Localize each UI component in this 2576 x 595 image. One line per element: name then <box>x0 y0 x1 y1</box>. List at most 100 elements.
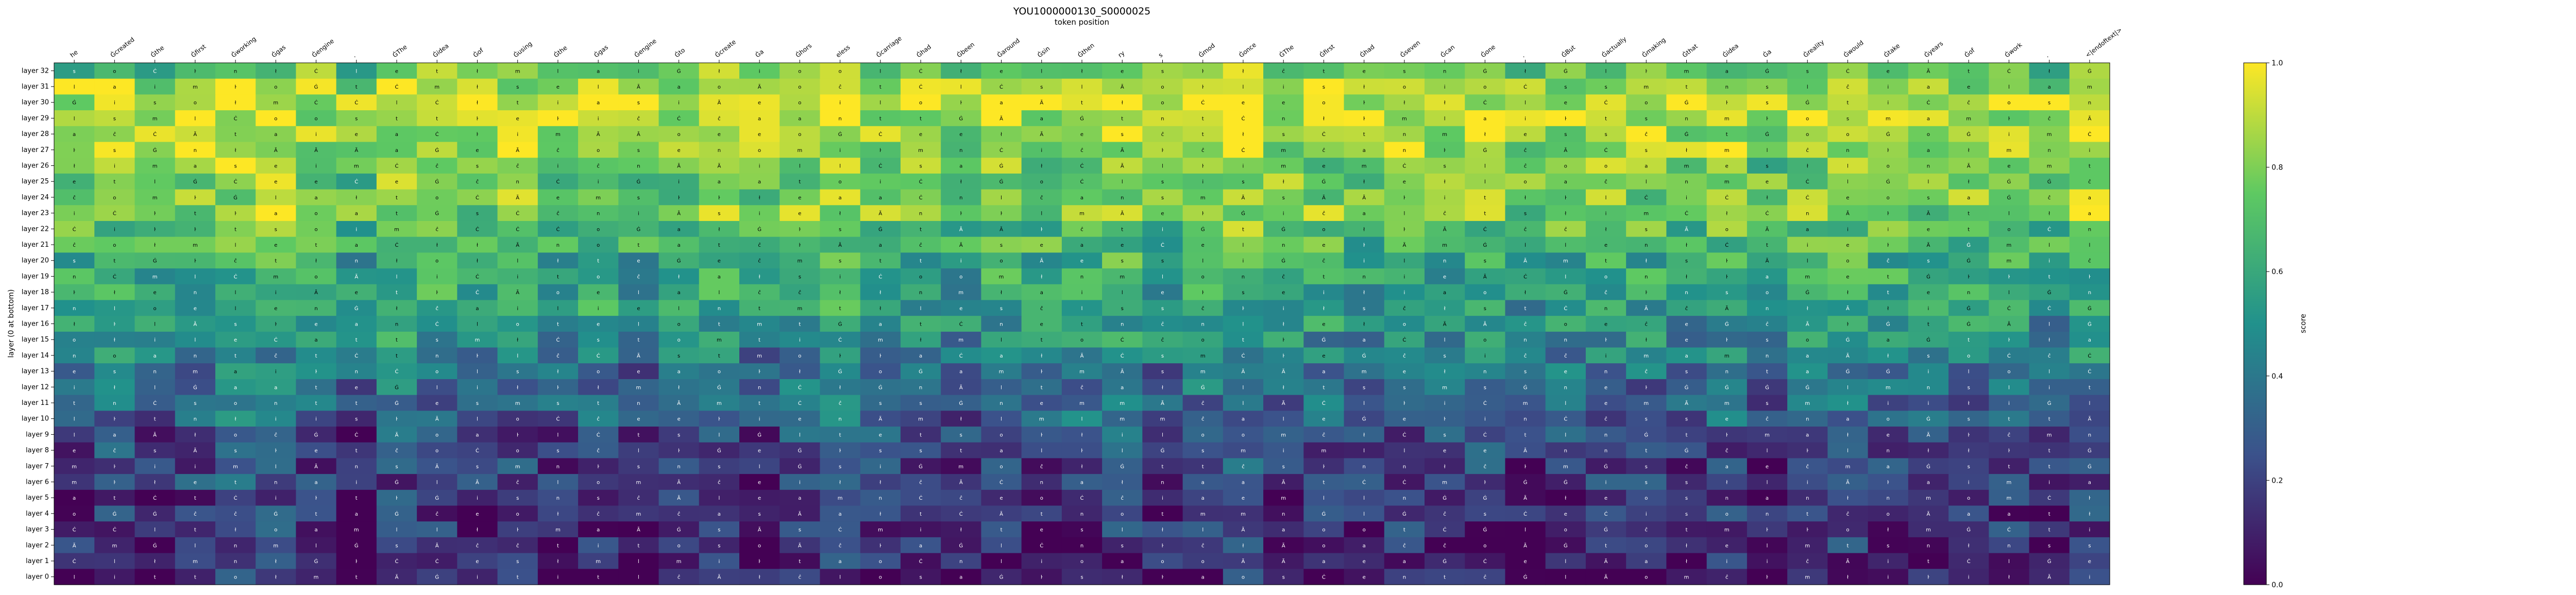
heatmap-cell <box>1706 331 1748 348</box>
x-tick-label: s <box>1157 51 1164 59</box>
cell-label: a <box>798 116 801 122</box>
cell-label: l <box>1363 401 1365 406</box>
cell-label: o <box>435 369 438 375</box>
cell-label: n <box>1161 116 1164 122</box>
cell-label: Ġ <box>1725 321 1729 328</box>
cell-label: Ã <box>1121 210 1124 217</box>
heatmap-cell <box>537 236 579 253</box>
heatmap-cell <box>336 110 377 127</box>
x-tick-label: Ġof <box>1962 45 1976 59</box>
cell-label: l <box>1202 528 1204 533</box>
cell-label: e <box>1322 164 1325 169</box>
cell-label: e <box>1927 290 1930 296</box>
heatmap-cell <box>1545 220 1586 237</box>
cell-label: ŀ <box>1041 432 1043 438</box>
heatmap-cell <box>2069 63 2110 79</box>
heatmap-cell <box>457 189 498 206</box>
cell-label: ĉ <box>556 147 560 154</box>
cell-label: i <box>477 575 478 581</box>
heatmap-cell <box>1747 110 1788 127</box>
heatmap-cell <box>981 173 1022 190</box>
x-tick-label: Ġhad <box>1358 42 1376 59</box>
cell-label: Ã <box>1483 273 1487 280</box>
cell-label: i <box>1403 290 1405 296</box>
cell-label: Ġ <box>435 574 439 581</box>
cell-label: i <box>355 227 357 232</box>
cell-label: m <box>72 480 77 485</box>
cell-label: m <box>193 84 198 90</box>
heatmap-cell <box>1223 142 1264 158</box>
cell-label: a <box>2088 211 2091 217</box>
cell-label: t <box>2008 464 2010 470</box>
cell-label: t <box>920 116 922 122</box>
cell-label: m <box>838 496 843 501</box>
heatmap-cell <box>2029 189 2070 206</box>
cell-label: o <box>1564 528 1567 533</box>
heatmap-cell <box>578 316 619 332</box>
heatmap-cell <box>94 268 135 285</box>
cell-label: s <box>1927 195 1929 201</box>
cell-label: n <box>1282 243 1285 248</box>
cell-label: ŀ <box>1887 243 1889 248</box>
cell-label: a <box>1564 179 1567 185</box>
cell-label: ŀ <box>2089 496 2091 501</box>
heatmap-cell <box>779 78 821 95</box>
cell-label: m <box>273 100 278 106</box>
heatmap-cell <box>54 347 95 364</box>
cell-label: l <box>1767 543 1768 549</box>
heatmap-cell <box>1223 189 1264 206</box>
cell-label: Ċ <box>1080 178 1084 185</box>
heatmap-cell <box>1948 110 1989 127</box>
cell-label: n <box>1040 480 1043 485</box>
cell-label: ł <box>1807 306 1808 312</box>
heatmap-cell <box>779 173 821 190</box>
heatmap-cell <box>618 78 659 95</box>
cell-label: Ġ <box>2088 305 2092 312</box>
cell-label: Ġ <box>1523 574 1528 581</box>
cell-label: o <box>1846 528 1849 533</box>
heatmap-cell <box>860 142 901 158</box>
heatmap-cell <box>941 94 982 111</box>
cell-label: ŀ <box>234 84 236 90</box>
heatmap-cell <box>1505 300 1546 316</box>
cell-label: e <box>1564 512 1567 517</box>
cell-label: ŀ <box>839 448 841 454</box>
cell-label: s <box>73 69 76 74</box>
heatmap-cell <box>336 94 377 111</box>
cell-label: ŀ <box>114 417 116 422</box>
cell-label: e <box>355 132 358 138</box>
heatmap-cell <box>1344 316 1385 332</box>
cell-label: Ã <box>717 574 721 581</box>
cell-label: ł <box>2089 512 2090 517</box>
heatmap-cell <box>1787 347 1828 364</box>
cell-label: t <box>2048 464 2050 470</box>
cell-label: n <box>637 401 640 406</box>
heatmap-cell <box>2069 94 2110 111</box>
x-tick-label: Ġidea <box>1721 41 1740 59</box>
heatmap-cell <box>1384 205 1425 222</box>
cell-label: a <box>2088 337 2091 343</box>
cell-label: e <box>1604 385 1607 390</box>
cell-label: ł <box>1847 290 1849 296</box>
cell-label: ĉ <box>1403 542 1406 549</box>
heatmap-cell <box>1061 300 1103 316</box>
cell-label: l <box>1081 417 1083 422</box>
cell-label: i <box>960 259 962 264</box>
y-tick-label: layer 5 <box>26 494 49 502</box>
heatmap-cell <box>1827 331 1869 348</box>
cell-label: s <box>73 259 76 264</box>
cell-label: Ċ <box>354 99 358 106</box>
heatmap-cell <box>658 316 700 332</box>
cell-label: ĉ <box>1323 258 1326 264</box>
cell-label: i <box>1847 227 1849 232</box>
cell-label: ŀ <box>517 432 519 438</box>
cell-label: a <box>355 211 358 217</box>
heatmap-cell <box>1102 110 1143 127</box>
cell-label: l <box>1847 164 1849 169</box>
cell-label: n <box>1725 84 1728 90</box>
cell-label: n <box>1967 290 1970 296</box>
heatmap-cell <box>1344 63 1385 79</box>
heatmap-cell <box>1142 78 1183 95</box>
heatmap-cell <box>1061 220 1103 237</box>
